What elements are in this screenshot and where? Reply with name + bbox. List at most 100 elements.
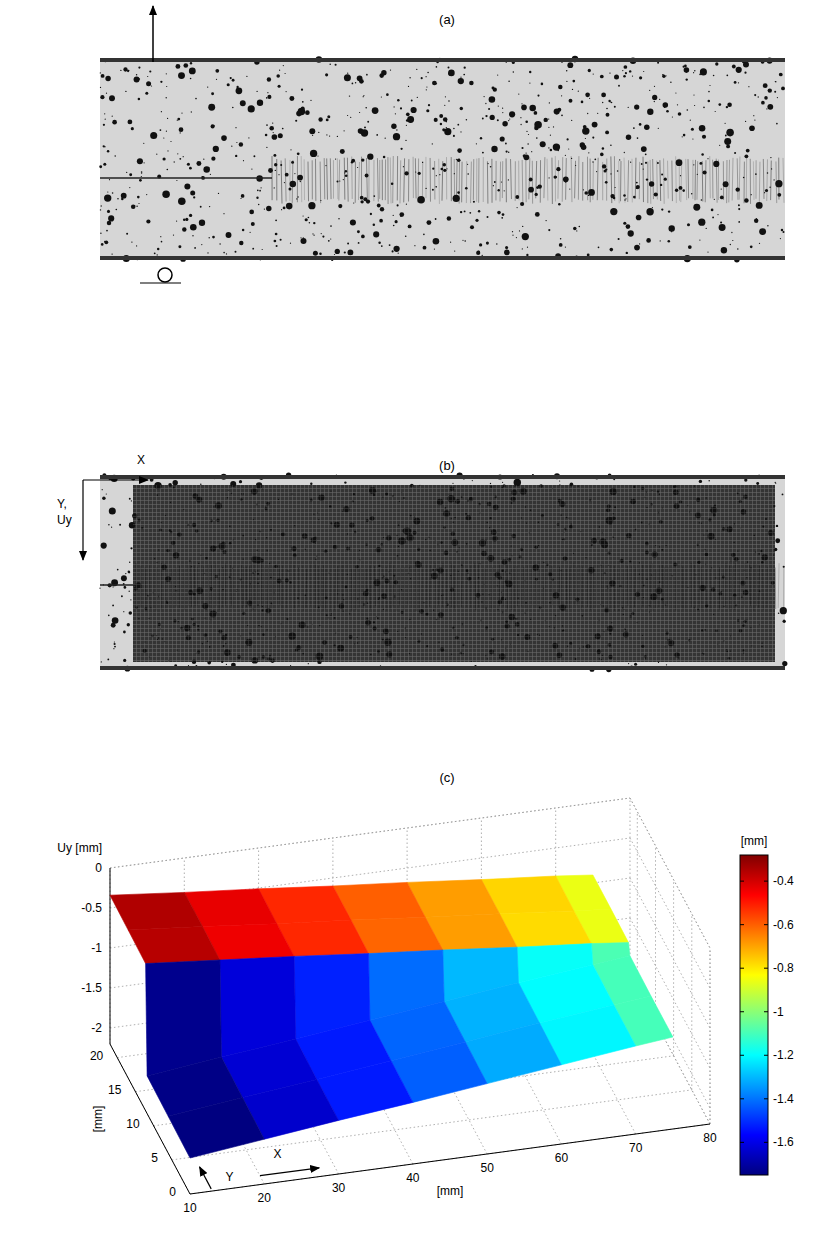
- speckle: [143, 143, 144, 144]
- fibre-band: [518, 161, 519, 201]
- speckle: [694, 70, 695, 71]
- speckle: [726, 74, 728, 76]
- speckle: [775, 538, 780, 543]
- speckle: [727, 102, 732, 107]
- speckle: [600, 75, 604, 79]
- speckle: [639, 123, 642, 126]
- speckle: [406, 125, 407, 126]
- speckle: [654, 101, 655, 102]
- speckle: [366, 199, 370, 203]
- speckle: [272, 134, 278, 140]
- speckle: [713, 75, 715, 77]
- speckle: [370, 213, 372, 215]
- speckle: [767, 225, 768, 226]
- speckle: [610, 208, 617, 215]
- speckle: [639, 243, 640, 244]
- speckle: [646, 238, 651, 243]
- speckle: [131, 127, 134, 130]
- speckle: [189, 214, 192, 217]
- speckle: [367, 154, 373, 160]
- speckle: [146, 81, 151, 86]
- speckle: [715, 111, 716, 112]
- fibre-band: [618, 161, 619, 204]
- speckle: [675, 92, 676, 93]
- speckle: [367, 121, 369, 123]
- speckle: [350, 117, 351, 118]
- speckle: [502, 108, 503, 109]
- speckle: [708, 100, 709, 101]
- speckle: [675, 189, 678, 192]
- speckle: [614, 75, 619, 80]
- fibre-band: [702, 161, 704, 201]
- speckle: [295, 120, 297, 122]
- speckle: [176, 180, 177, 181]
- fibre-band: [312, 160, 313, 199]
- fibre-band: [387, 157, 388, 204]
- speckle: [253, 155, 255, 157]
- speckle: [548, 118, 549, 119]
- speckle: [654, 192, 658, 196]
- speckle: [624, 199, 625, 200]
- fibre-band: [620, 161, 621, 201]
- speckle: [345, 174, 348, 177]
- speckle: [515, 195, 519, 199]
- speckle: [257, 100, 263, 106]
- speckle: [767, 172, 769, 174]
- speckle: [432, 143, 433, 144]
- speckle: [108, 615, 110, 617]
- fibre-band: [783, 566, 784, 610]
- speckle: [203, 166, 210, 173]
- speckle: [671, 231, 672, 232]
- speckle: [561, 95, 562, 96]
- speckle: [663, 102, 669, 108]
- speckle: [604, 169, 607, 172]
- speckle: [584, 191, 588, 195]
- speckle: [575, 165, 576, 166]
- speckle: [359, 112, 360, 113]
- speckle: [567, 62, 573, 68]
- fibre-band: [315, 159, 316, 201]
- speckle: [508, 179, 509, 180]
- speckle: [156, 154, 157, 155]
- speckle: [549, 102, 550, 103]
- speckle: [278, 133, 283, 138]
- speckle: [654, 86, 655, 87]
- speckle: [750, 245, 753, 248]
- speckle: [378, 242, 381, 245]
- speckle: [777, 193, 781, 197]
- speckle: [391, 124, 396, 129]
- speckle: [782, 493, 784, 495]
- speckle: [126, 172, 127, 173]
- speckle: [288, 187, 291, 190]
- speckle: [771, 168, 772, 169]
- speckle: [338, 204, 342, 208]
- fibre-band: [739, 157, 741, 200]
- speckle: [426, 89, 427, 90]
- speckle: [297, 175, 303, 181]
- speckle: [700, 68, 707, 75]
- speckle: [395, 220, 398, 223]
- fibre-band: [320, 162, 321, 204]
- speckle: [502, 482, 503, 483]
- speckle: [207, 252, 208, 253]
- speckle: [497, 211, 501, 215]
- speckle: [661, 208, 663, 210]
- speckle: [720, 195, 724, 199]
- speckle: [444, 105, 445, 106]
- speckle: [723, 181, 729, 187]
- speckle: [301, 89, 303, 91]
- speckle: [214, 125, 215, 126]
- speckle: [775, 81, 776, 82]
- speckle: [746, 149, 750, 153]
- speckle: [347, 115, 348, 116]
- speckle: [748, 86, 749, 87]
- speckle: [248, 137, 249, 138]
- speckle: [266, 206, 271, 211]
- speckle: [618, 85, 620, 87]
- speckle: [493, 185, 494, 186]
- fibre-band: [422, 161, 423, 201]
- speckle: [693, 72, 694, 73]
- speckle: [134, 76, 140, 82]
- speckle: [131, 500, 132, 501]
- speckle: [167, 150, 168, 151]
